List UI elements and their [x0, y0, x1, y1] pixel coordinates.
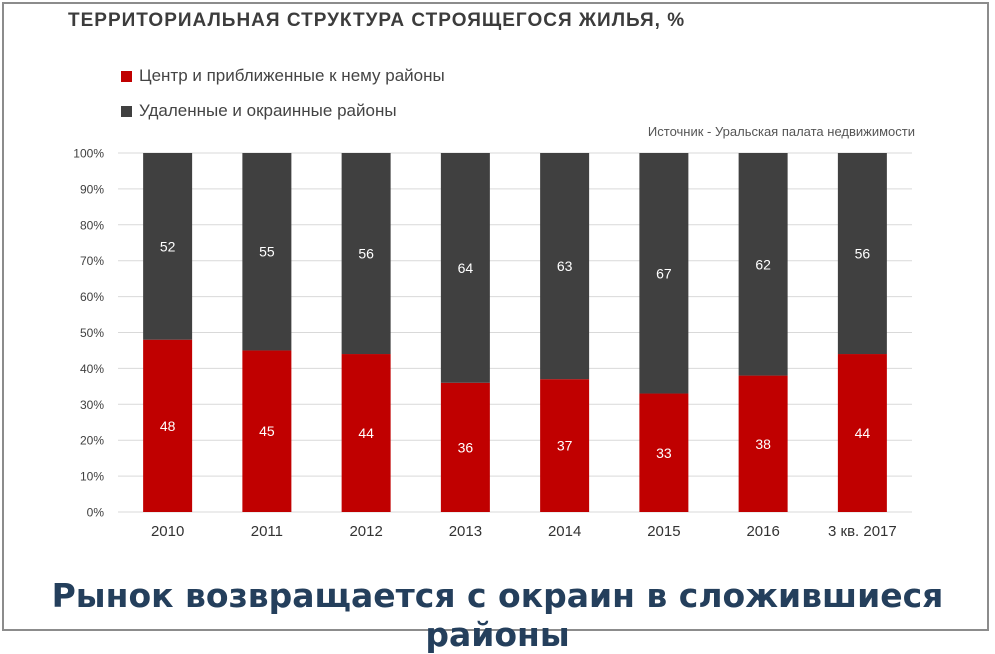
bar-segment-center [639, 393, 689, 512]
y-tick-label: 80% [80, 218, 104, 232]
x-tick-label: 2014 [548, 523, 581, 540]
bar-segment-outskirts [242, 153, 292, 351]
bar-segment-center [540, 379, 590, 512]
y-tick-label: 50% [80, 326, 104, 340]
data-label: 33 [656, 445, 672, 461]
source-note: Источник - Уральская палата недвижимости [647, 124, 915, 139]
bar-segment-outskirts [440, 153, 490, 383]
legend-item-center: Центр и приближенные к нему районы [121, 66, 445, 86]
x-tick-label: 2012 [349, 523, 382, 540]
data-label: 56 [358, 246, 374, 262]
x-tick-label: 2011 [251, 523, 283, 540]
y-tick-label: 40% [80, 362, 104, 376]
data-label: 37 [557, 438, 573, 454]
x-tick-label: 2016 [746, 523, 779, 540]
y-tick-label: 30% [80, 398, 104, 412]
data-label: 44 [855, 425, 871, 441]
bar-segment-center [242, 350, 292, 512]
footer-caption: Рынок возвращается с окраин в сложившиес… [51, 576, 944, 654]
y-tick-label: 70% [80, 254, 104, 268]
x-tick-label: 2013 [449, 523, 482, 540]
data-label: 44 [358, 425, 374, 441]
chart-title: ТЕРРИТОРИАЛЬНАЯ СТРУКТУРА СТРОЯЩЕГОСЯ ЖИ… [68, 10, 686, 31]
bar-segment-center [341, 354, 391, 512]
y-tick-label: 100% [73, 147, 104, 161]
data-label: 55 [259, 244, 275, 260]
data-label: 48 [160, 418, 176, 434]
y-tick-label: 10% [80, 470, 104, 484]
y-tick-label: 90% [80, 182, 104, 196]
x-tick-label: 3 кв. 2017 [828, 523, 897, 540]
data-label: 62 [755, 256, 771, 272]
bar-segment-outskirts [837, 153, 887, 355]
legend-item-outskirts: Удаленные и окраинные районы [121, 101, 397, 121]
bar-segment-center [738, 375, 788, 512]
data-label: 67 [656, 265, 672, 281]
data-label: 45 [259, 423, 275, 439]
legend-label-outskirts: Удаленные и окраинные районы [139, 101, 397, 120]
x-tick-label: 2015 [647, 523, 680, 540]
data-label: 56 [855, 246, 871, 262]
bar-segment-outskirts [540, 153, 590, 380]
bar-segment-center [143, 339, 193, 512]
bar-segment-outskirts [639, 153, 689, 394]
y-tick-label: 0% [87, 506, 105, 520]
legend-swatch-center [121, 70, 132, 82]
data-label: 64 [458, 260, 474, 276]
data-label: 52 [160, 238, 176, 254]
x-tick-label: 2010 [151, 523, 184, 540]
legend-swatch-outskirts [121, 105, 132, 117]
data-label: 38 [755, 436, 771, 452]
legend-label-center: Центр и приближенные к нему районы [139, 66, 445, 85]
bar-segment-center [440, 382, 490, 512]
bar-segment-outskirts [738, 153, 788, 376]
stacked-bar-chart: 0% 10% 20% 30% 40% 50% 60% 70% 80% 90% 100% 48 52 201… [73, 147, 912, 540]
bar-segment-outskirts [341, 153, 391, 355]
y-tick-label: 60% [80, 290, 104, 304]
bar-segment-center [837, 354, 887, 512]
data-label: 36 [458, 439, 474, 455]
bar-segment-outskirts [143, 153, 193, 340]
y-tick-label: 20% [80, 434, 104, 448]
data-label: 63 [557, 258, 573, 274]
